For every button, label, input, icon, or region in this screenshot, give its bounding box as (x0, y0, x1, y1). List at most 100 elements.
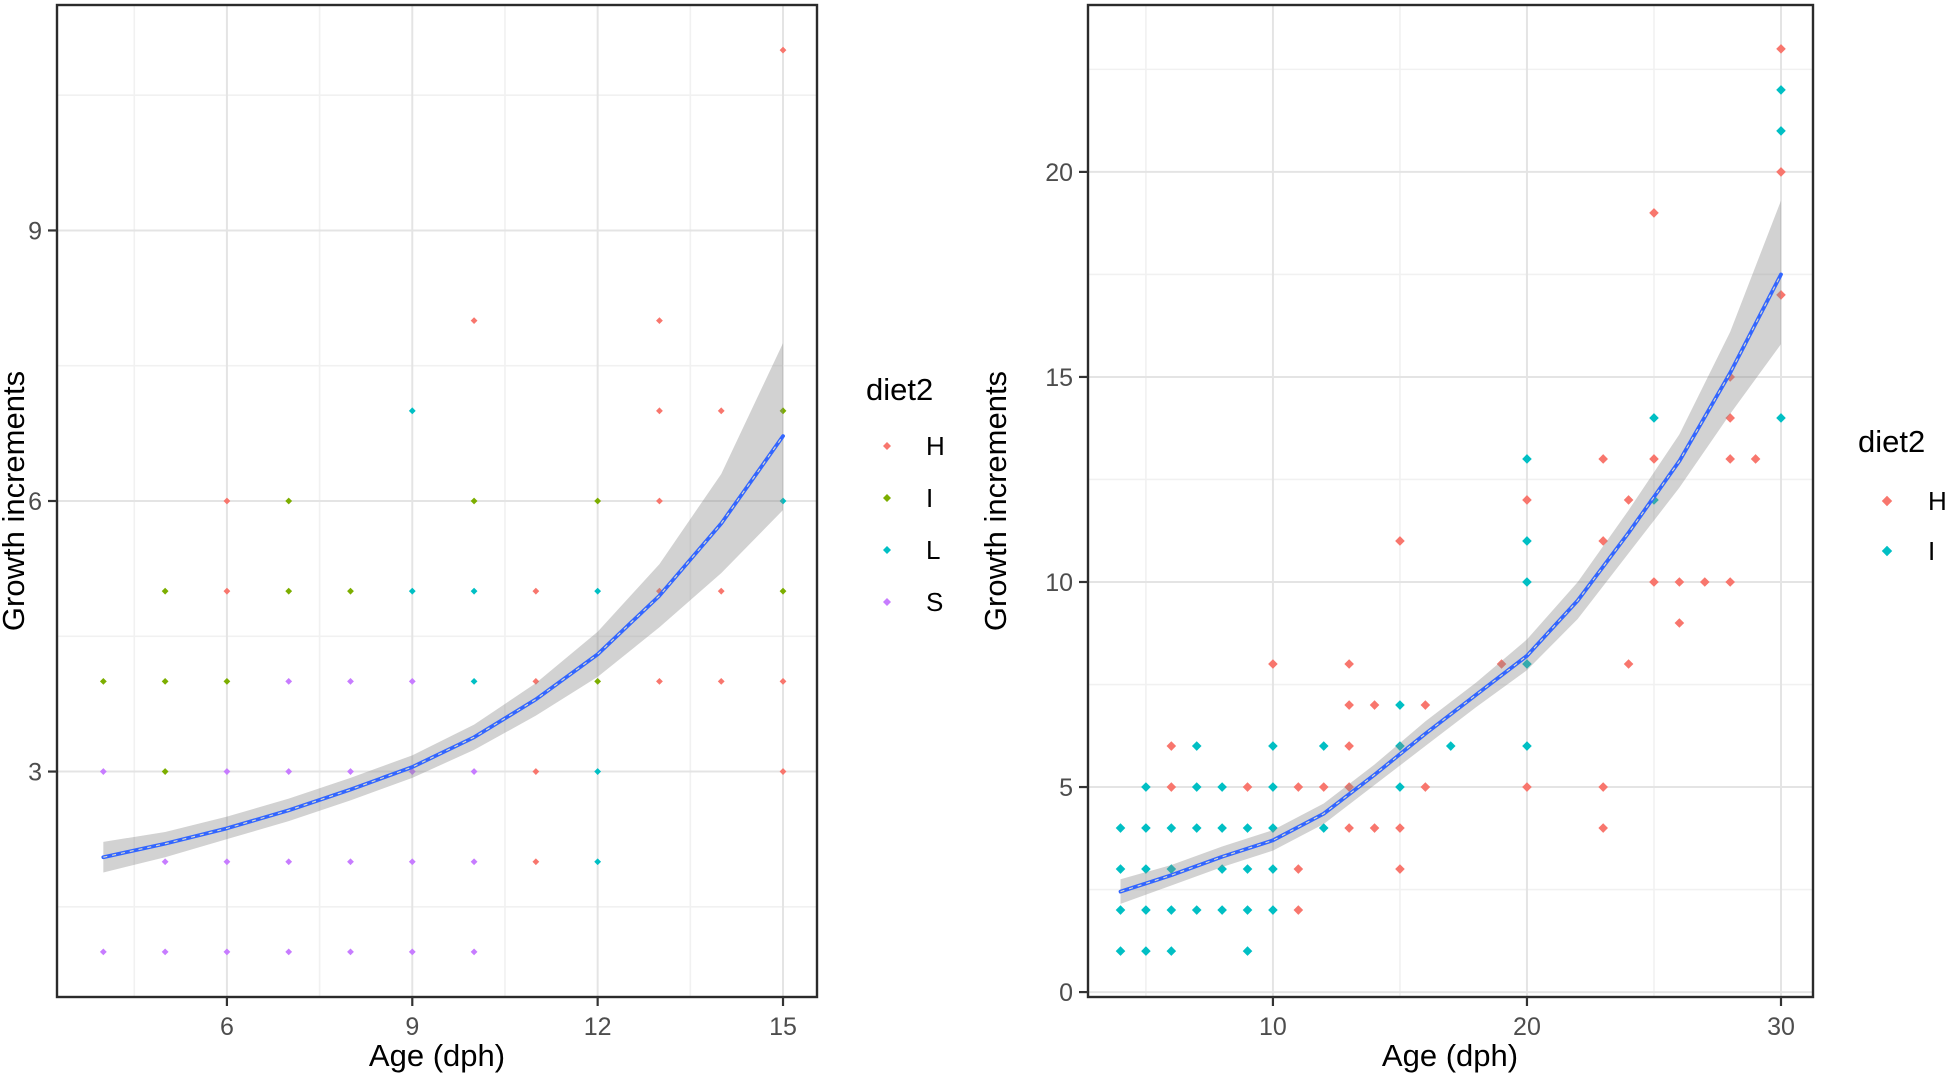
data-point-H (532, 768, 540, 775)
legend-label-I: I (926, 483, 933, 513)
data-point-H (1293, 782, 1304, 792)
data-point-H (1649, 454, 1659, 464)
data-point-H (1776, 290, 1786, 300)
data-point-I (1166, 946, 1177, 956)
data-point-I (1268, 782, 1278, 792)
data-point-H (1344, 741, 1354, 751)
data-point-I (1445, 741, 1456, 751)
data-point-H (1598, 823, 1608, 833)
data-point-I (1166, 823, 1177, 833)
data-point-S (99, 768, 107, 775)
data-point-I (594, 677, 602, 685)
data-point-I (1649, 413, 1659, 423)
data-point-I (285, 497, 293, 505)
data-point-H (470, 317, 478, 325)
data-point-H (1344, 700, 1354, 710)
data-point-H (1318, 782, 1329, 792)
data-point-S (99, 948, 107, 956)
data-point-I (1242, 864, 1253, 874)
data-point-H (1725, 577, 1735, 587)
data-point-I (1191, 741, 1202, 751)
y-tick-label: 5 (1059, 774, 1073, 802)
data-point-H (1776, 44, 1786, 54)
data-point-I (1115, 946, 1126, 956)
data-point-L (779, 497, 787, 505)
y-tick-label: 3 (28, 759, 42, 787)
data-point-H (1699, 577, 1710, 587)
data-point-H (1649, 577, 1659, 587)
data-point-H (656, 677, 663, 685)
data-point-I (1191, 782, 1202, 792)
panel-border (1086, 3, 1815, 999)
data-point-S (347, 677, 354, 685)
data-point-I (161, 768, 169, 775)
data-point-H (532, 677, 540, 685)
data-point-H (717, 407, 725, 415)
data-point-S (285, 677, 293, 685)
data-point-H (717, 587, 725, 595)
panel-background (1088, 5, 1813, 997)
data-point-S (161, 858, 169, 866)
data-point-I (1217, 782, 1227, 792)
data-point-S (408, 768, 416, 775)
data-point-I (1522, 454, 1532, 464)
data-point-H (779, 46, 787, 54)
x-tick-label: 30 (1767, 1013, 1795, 1041)
legend-label-L: L (926, 535, 940, 565)
x-axis-title: Age (dph) (369, 1038, 505, 1073)
data-point-H (1750, 454, 1761, 464)
data-point-I (1141, 864, 1151, 874)
data-point-H (223, 497, 231, 505)
data-point-I (1318, 823, 1329, 833)
data-point-H (656, 317, 663, 325)
data-point-H (1522, 782, 1532, 792)
x-tick-label: 10 (1259, 1013, 1287, 1041)
data-point-I (1395, 782, 1405, 792)
legend-label-S: S (926, 587, 943, 617)
legend-label-H: H (926, 431, 945, 461)
y-tick-label: 15 (1045, 364, 1073, 392)
data-point-S (347, 858, 354, 866)
data-point-S (408, 948, 416, 956)
data-point-H (1344, 823, 1354, 833)
data-point-I (1115, 823, 1126, 833)
legend-label-H: H (1928, 486, 1947, 516)
data-point-H (1623, 495, 1634, 505)
data-point-L (594, 768, 602, 775)
data-point-I (161, 677, 169, 685)
data-point-I (1242, 905, 1253, 915)
data-point-I (1395, 700, 1405, 710)
data-point-I (223, 677, 231, 685)
data-point-H (1623, 659, 1634, 669)
data-point-H (1649, 208, 1659, 218)
x-tick-label: 9 (405, 1013, 419, 1041)
data-point-I (1318, 741, 1329, 751)
data-point-H (1598, 454, 1608, 464)
data-point-I (1268, 864, 1278, 874)
data-point-S (408, 677, 416, 685)
data-point-I (99, 677, 107, 685)
data-point-H (1369, 823, 1380, 833)
data-point-I (1242, 823, 1253, 833)
data-point-S (470, 768, 478, 775)
data-point-S (408, 858, 416, 866)
data-point-H (1420, 700, 1431, 710)
data-point-I (1191, 823, 1202, 833)
y-axis-title: Growth increments (978, 371, 1013, 631)
y-tick-label: 6 (28, 488, 42, 516)
data-point-S (161, 948, 169, 956)
legend-marker-H (1881, 495, 1893, 507)
smooth-line-core (103, 435, 784, 858)
y-tick-label: 20 (1045, 159, 1073, 187)
y-tick-label: 10 (1045, 569, 1073, 597)
data-point-I (779, 587, 787, 595)
data-point-I (1776, 126, 1786, 136)
data-point-H (1293, 864, 1304, 874)
data-point-H (1395, 864, 1405, 874)
data-point-I (1141, 823, 1151, 833)
y-tick-label: 0 (1059, 979, 1073, 1007)
data-point-S (223, 858, 231, 866)
smooth-line-core (1120, 274, 1782, 893)
